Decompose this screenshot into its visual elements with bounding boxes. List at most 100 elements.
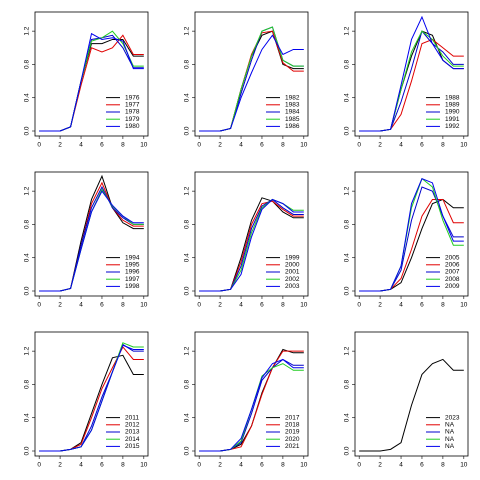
legend-label: 1984 bbox=[285, 109, 300, 116]
x-tick-label: 6 bbox=[420, 302, 424, 309]
y-tick-label: 0.0 bbox=[344, 286, 351, 295]
legend-label: 2001 bbox=[285, 269, 300, 276]
legend-label: NA bbox=[445, 443, 455, 450]
legend-label: 2007 bbox=[445, 269, 460, 276]
y-tick-label: 0.4 bbox=[184, 413, 191, 422]
x-tick-label: 6 bbox=[100, 142, 104, 149]
legend-label: 2013 bbox=[125, 429, 140, 436]
x-tick-label: 0 bbox=[37, 302, 41, 309]
x-tick-label: 8 bbox=[281, 462, 285, 469]
series-line bbox=[359, 358, 464, 452]
y-tick-label: 0.8 bbox=[344, 60, 351, 69]
x-tick-label: 4 bbox=[399, 462, 403, 469]
plot-box bbox=[194, 331, 309, 457]
y-tick-label: 0.4 bbox=[184, 253, 191, 262]
legend-label: 2008 bbox=[445, 276, 460, 283]
y-tick-label: 0.8 bbox=[24, 380, 31, 389]
y-tick-label: 0.8 bbox=[184, 220, 191, 229]
legend-label: 2005 bbox=[445, 254, 460, 261]
y-tick-label: 0.8 bbox=[24, 220, 31, 229]
y-tick-label: 0.8 bbox=[344, 220, 351, 229]
x-tick-label: 6 bbox=[260, 142, 264, 149]
y-tick-label: 0.0 bbox=[24, 286, 31, 295]
series-line bbox=[359, 178, 464, 292]
x-tick-label: 6 bbox=[260, 462, 264, 469]
legend-label: 2018 bbox=[285, 422, 300, 429]
legend-label: NA bbox=[445, 436, 455, 443]
y-tick-label: 0.0 bbox=[24, 126, 31, 135]
x-tick-label: 8 bbox=[441, 142, 445, 149]
x-tick-label: 2 bbox=[58, 462, 62, 469]
y-tick-label: 1.2 bbox=[184, 346, 191, 355]
y-tick-label: 1.2 bbox=[344, 26, 351, 35]
x-tick-label: 2 bbox=[218, 142, 222, 149]
y-tick-label: 0.0 bbox=[24, 446, 31, 455]
x-tick-label: 4 bbox=[79, 142, 83, 149]
y-tick-label: 1.2 bbox=[184, 186, 191, 195]
x-tick-label: 10 bbox=[460, 462, 468, 469]
legend-label: 1983 bbox=[285, 102, 300, 109]
y-tick-label: 0.0 bbox=[184, 286, 191, 295]
legend-label: 1992 bbox=[445, 123, 460, 130]
x-tick-label: 2 bbox=[378, 462, 382, 469]
x-tick-label: 8 bbox=[121, 462, 125, 469]
plot-box bbox=[354, 11, 469, 137]
x-tick-label: 10 bbox=[460, 142, 468, 149]
y-tick-label: 0.0 bbox=[344, 126, 351, 135]
x-tick-label: 0 bbox=[197, 142, 201, 149]
x-tick-label: 10 bbox=[300, 302, 308, 309]
y-tick-label: 0.4 bbox=[344, 413, 351, 422]
legend-label: 1980 bbox=[125, 123, 140, 130]
y-tick-label: 1.2 bbox=[24, 186, 31, 195]
series-line bbox=[199, 198, 304, 292]
legend-label: NA bbox=[445, 429, 455, 436]
legend-label: 2017 bbox=[285, 414, 300, 421]
legend-label: 1978 bbox=[125, 109, 140, 116]
x-tick-label: 4 bbox=[79, 462, 83, 469]
legend-label: 1986 bbox=[285, 123, 300, 130]
y-tick-label: 0.8 bbox=[24, 60, 31, 69]
x-tick-label: 4 bbox=[399, 142, 403, 149]
legend-label: 1994 bbox=[125, 254, 140, 261]
x-tick-label: 0 bbox=[37, 462, 41, 469]
plot-box bbox=[354, 331, 469, 457]
y-tick-label: 1.2 bbox=[24, 26, 31, 35]
x-tick-label: 2 bbox=[218, 462, 222, 469]
legend-label: 2020 bbox=[285, 436, 300, 443]
legend-label: 1976 bbox=[125, 94, 140, 101]
series-line bbox=[39, 32, 144, 132]
x-tick-label: 0 bbox=[37, 142, 41, 149]
legend-label: 1990 bbox=[445, 109, 460, 116]
y-tick-label: 0.4 bbox=[24, 93, 31, 102]
x-tick-label: 6 bbox=[100, 302, 104, 309]
y-tick-label: 1.2 bbox=[344, 346, 351, 355]
plot-box bbox=[34, 331, 149, 457]
x-tick-label: 10 bbox=[300, 142, 308, 149]
legend-label: 2000 bbox=[285, 262, 300, 269]
y-tick-label: 0.0 bbox=[344, 446, 351, 455]
legend-label: 2019 bbox=[285, 429, 300, 436]
x-tick-label: 4 bbox=[239, 142, 243, 149]
y-tick-label: 0.4 bbox=[344, 93, 351, 102]
x-tick-label: 0 bbox=[197, 462, 201, 469]
legend-label: NA bbox=[445, 422, 455, 429]
plot-box bbox=[194, 11, 309, 137]
legend-label: 2012 bbox=[125, 422, 140, 429]
x-tick-label: 2 bbox=[378, 302, 382, 309]
y-tick-label: 1.2 bbox=[24, 346, 31, 355]
legend-label: 1979 bbox=[125, 116, 140, 123]
y-tick-label: 0.0 bbox=[184, 126, 191, 135]
series-line bbox=[199, 358, 304, 452]
series-line bbox=[39, 190, 144, 292]
legend-label: 1997 bbox=[125, 276, 140, 283]
y-tick-label: 1.2 bbox=[184, 26, 191, 35]
y-tick-label: 0.8 bbox=[184, 60, 191, 69]
